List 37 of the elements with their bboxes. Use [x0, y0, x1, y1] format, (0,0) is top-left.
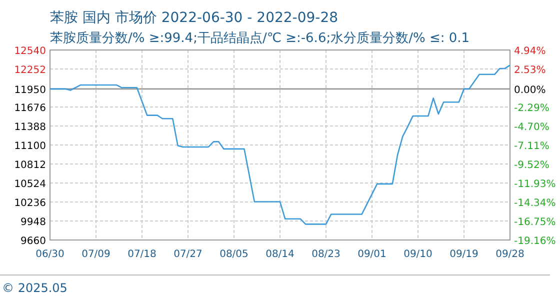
y2-tick-label: -11.93%: [514, 179, 556, 190]
y-tick-label: 11950: [14, 84, 46, 96]
x-tick-label: 07/09: [82, 249, 110, 260]
x-tick-label: 09/19: [450, 249, 478, 260]
y2-tick-label: 0.00%: [514, 84, 546, 96]
y2-tick-label: -19.16%: [514, 236, 556, 247]
x-tick-label: 07/27: [174, 249, 202, 260]
y-tick-label: 9660: [20, 236, 46, 247]
x-tick-label: 09/28: [496, 249, 524, 260]
x-tick-label: 06/30: [36, 249, 64, 260]
y-tick-label: 10524: [14, 179, 46, 190]
x-tick-label: 09/10: [404, 249, 432, 260]
y2-tick-label: -14.34%: [514, 198, 556, 209]
y-tick-label: 12252: [14, 65, 46, 76]
x-tick-label: 08/23: [312, 249, 340, 260]
y-tick-label: 11388: [14, 122, 46, 133]
y-tick-label: 12540: [14, 46, 46, 57]
chart-subtitle: 苯胺质量分数/% ≥:99.4;干品结晶点/℃ ≥:-6.6;水分质量分数/% ≤: 0.1: [50, 31, 470, 46]
y2-tick-label: -2.29%: [514, 103, 550, 114]
line-series: [49, 64, 511, 225]
x-tick-label: 09/01: [358, 249, 386, 260]
y-tick-label: 9948: [20, 217, 46, 228]
x-tick-label: 08/14: [266, 249, 294, 260]
y2-tick-label: -4.70%: [514, 122, 550, 133]
x-tick-label: 08/05: [220, 249, 248, 260]
y-tick-label: 10236: [14, 198, 46, 209]
y2-tick-label: -16.75%: [514, 217, 556, 228]
y-tick-label: 10812: [14, 160, 46, 171]
y-tick-label: 11676: [14, 103, 46, 114]
y2-tick-label: 4.94%: [514, 46, 546, 57]
y2-tick-label: -9.52%: [514, 160, 550, 171]
y2-tick-label: 2.53%: [514, 65, 546, 76]
text: © 2025.05: [2, 281, 68, 295]
y-tick-label: 11100: [14, 141, 46, 152]
x-tick-label: 07/18: [128, 249, 156, 260]
chart-title: 苯胺 国内 市场价 2022-06-30 - 2022-09-28: [50, 10, 338, 26]
y2-tick-label: -7.11%: [514, 141, 550, 152]
